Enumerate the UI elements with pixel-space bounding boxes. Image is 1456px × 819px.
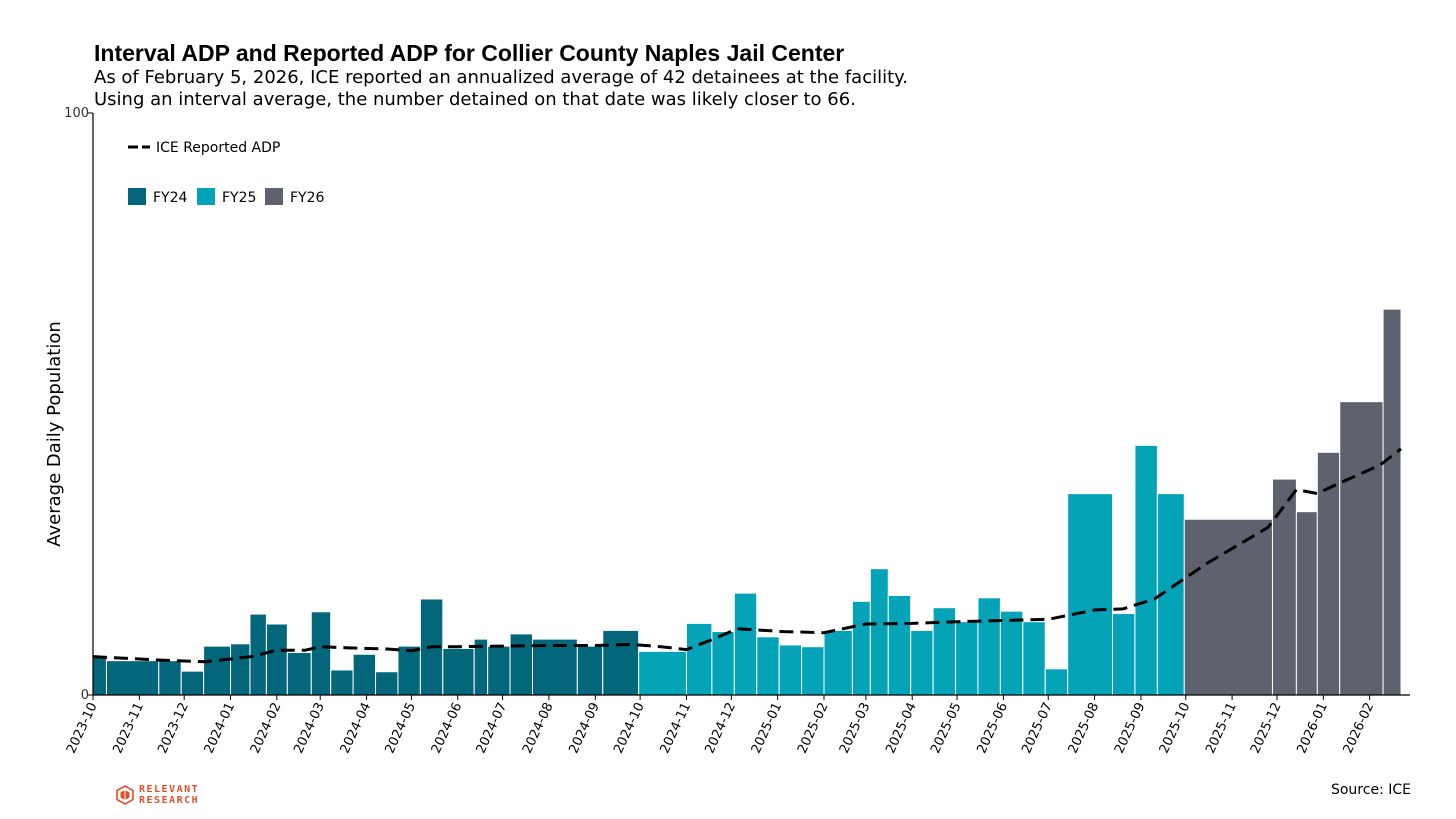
x-tick-label: 2024-12 — [702, 700, 739, 756]
bar-fy24 — [92, 656, 107, 696]
bar-fy24 — [265, 623, 288, 696]
legend: ICE Reported ADP FY24 FY25 FY26 — [128, 140, 325, 206]
x-tick-label: 2024-01 — [202, 700, 239, 756]
x-tick-label: 2024-08 — [520, 700, 557, 756]
x-tick-label: 2024-10 — [611, 700, 648, 756]
bar-fy25 — [685, 622, 713, 696]
x-tick-label: 2025-10 — [1157, 700, 1194, 756]
bar-fy25 — [910, 629, 934, 696]
bar-fy26 — [1295, 511, 1318, 696]
logo-line-1: RELEVANT — [139, 784, 200, 795]
bar-fy24 — [330, 669, 354, 696]
bar-fy25 — [977, 597, 1001, 696]
x-tick-label: 2025-06 — [974, 700, 1011, 756]
bar-fy25 — [851, 600, 871, 696]
y-tick-label: 0 — [81, 688, 89, 703]
source-note: Source: ICE — [1330, 782, 1411, 798]
bar-fy25 — [887, 594, 912, 696]
bar-fy24 — [158, 660, 182, 696]
subtitle-line-1: As of February 5, 2026, ICE reported an … — [94, 67, 908, 88]
bar-fy25 — [711, 631, 735, 696]
logo-line-2: RESEARCH — [139, 795, 200, 806]
bar-fy25 — [801, 646, 825, 696]
x-tick-label: 2024-02 — [248, 700, 285, 756]
chart-title: Interval ADP and Reported ADP for Collie… — [94, 40, 845, 66]
x-tick-label: 2025-02 — [795, 700, 832, 756]
bar-fy24 — [375, 671, 399, 696]
bar-fy24 — [509, 633, 533, 696]
x-tick-label: 2025-05 — [928, 700, 965, 756]
bar-fy24 — [576, 645, 604, 696]
bar-fy24 — [203, 645, 232, 696]
bar-fy24 — [180, 670, 205, 696]
y-axis-label: Average Daily Population — [44, 321, 65, 546]
x-tick-label: 2023-11 — [110, 700, 147, 756]
bar-fy24 — [310, 611, 332, 696]
bar-fy25 — [638, 650, 687, 696]
logo-text: RELEVANT RESEARCH — [139, 784, 199, 806]
bar-fy25 — [778, 644, 803, 696]
x-tick-label: 2026-01 — [1294, 700, 1331, 756]
x-tick-label: 2024-03 — [291, 700, 328, 756]
x-tick-label: 2024-07 — [474, 700, 511, 756]
reported-adp-line — [92, 447, 1402, 664]
x-tick-label: 2023-10 — [64, 700, 101, 756]
logo-icon — [116, 785, 134, 805]
bar-fy26 — [1183, 518, 1273, 696]
chart-subtitle: As of February 5, 2026, ICE reported an … — [94, 67, 908, 111]
x-tick-label: 2024-09 — [566, 700, 603, 756]
x-tick-label: 2025-12 — [1248, 700, 1285, 756]
bar-fy25 — [1134, 444, 1158, 696]
bar-fy24 — [531, 638, 578, 696]
legend-label-fy25: FY25 — [222, 190, 256, 206]
bars-group — [92, 308, 1402, 696]
bar-fy24 — [487, 645, 511, 696]
x-tick-label: 2025-01 — [749, 700, 786, 756]
x-tick-label: 2025-08 — [1066, 700, 1103, 756]
legend-label-fy26: FY26 — [290, 190, 325, 206]
bar-fy24 — [602, 629, 640, 696]
bar-fy25 — [869, 568, 889, 696]
x-tick-label: 2024-04 — [338, 700, 375, 756]
y-tick-label: 100 — [64, 106, 89, 121]
bar-fy26 — [1271, 478, 1297, 696]
bar-fy25 — [955, 621, 979, 696]
bar-fy25 — [999, 610, 1024, 696]
bar-fy24 — [105, 660, 160, 696]
x-tick-label: 2024-05 — [382, 700, 419, 756]
x-tick-label: 2025-04 — [883, 700, 920, 756]
bar-fy24 — [442, 647, 475, 696]
bar-fy25 — [1044, 668, 1069, 696]
bar-fy25 — [1112, 613, 1136, 696]
subtitle-line-2: Using an interval average, the number de… — [94, 89, 856, 110]
bar-fy24 — [230, 643, 251, 696]
legend-swatch-fy25 — [197, 188, 215, 205]
bar-fy24 — [286, 652, 312, 696]
bar-fy24 — [397, 645, 421, 696]
legend-swatch-fy26 — [265, 188, 283, 205]
x-tick-label: 2025-03 — [837, 700, 874, 756]
legend-line-label: ICE Reported ADP — [156, 140, 280, 156]
x-tick-label: 2025-09 — [1112, 700, 1149, 756]
relevant-research-logo: RELEVANT RESEARCH — [116, 784, 199, 806]
x-tick-label: 2025-07 — [1019, 700, 1056, 756]
x-tick-label: 2024-06 — [429, 700, 466, 756]
legend-swatch-fy24 — [128, 188, 146, 205]
bar-fy26 — [1339, 401, 1384, 696]
x-tick-label: 2024-11 — [658, 700, 695, 756]
bar-fy25 — [756, 636, 780, 696]
bar-fy25 — [733, 592, 758, 696]
bar-fy25 — [823, 629, 853, 696]
bar-fy26 — [1382, 308, 1402, 696]
bar-fy25 — [1067, 493, 1114, 696]
x-tick-label: 2025-11 — [1203, 700, 1240, 756]
x-tick-label: 2023-12 — [155, 700, 192, 756]
bar-fy25 — [1022, 621, 1046, 696]
x-tick-label: 2026-02 — [1341, 700, 1378, 756]
bar-fy24 — [352, 653, 377, 696]
legend-label-fy24: FY24 — [153, 190, 188, 206]
